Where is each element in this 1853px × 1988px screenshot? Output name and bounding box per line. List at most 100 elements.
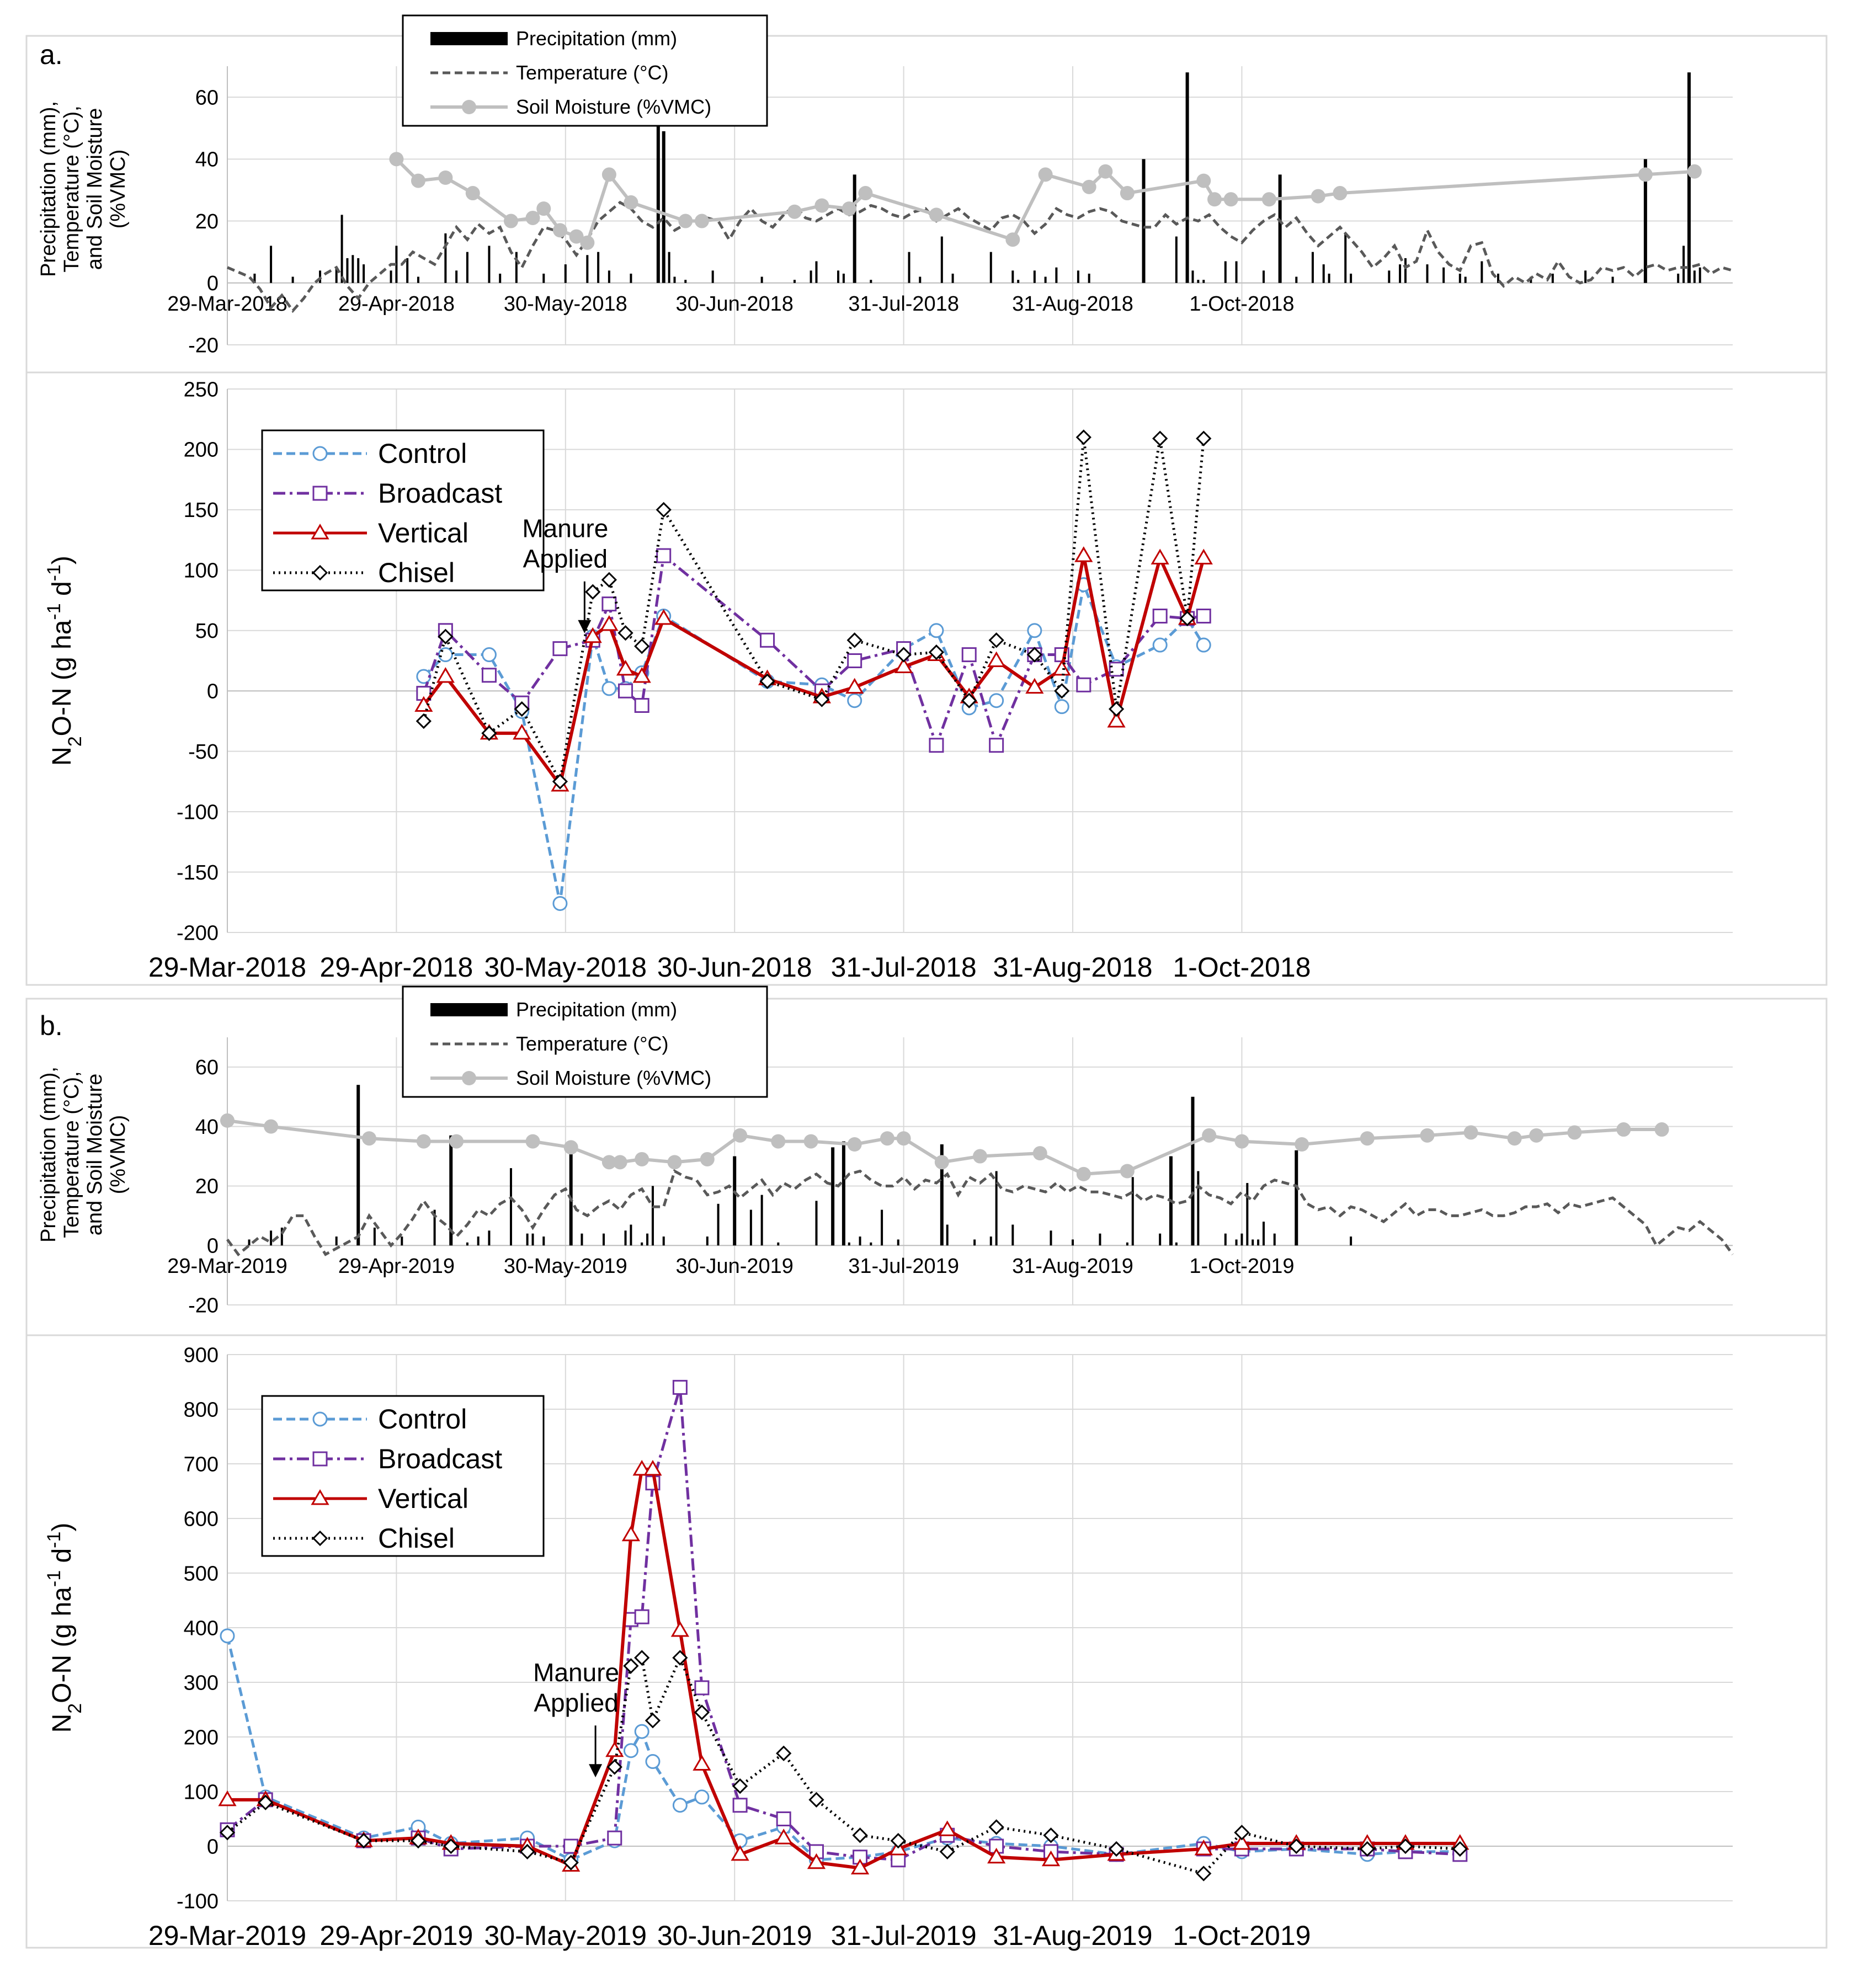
precip-bar xyxy=(340,215,343,283)
legend-label-chisel: Chisel xyxy=(378,557,455,588)
precip-bar xyxy=(870,1242,872,1246)
data-point xyxy=(312,1530,328,1547)
soil-moisture-point xyxy=(264,1119,279,1134)
precip-bar xyxy=(630,273,632,283)
x-tick-label: 31-Aug-2019 xyxy=(993,1920,1152,1951)
data-point xyxy=(1234,1825,1250,1841)
x-tick-label: 31-Aug-2018 xyxy=(1012,292,1133,316)
precip-bar xyxy=(1197,1171,1200,1246)
panel-label: b. xyxy=(40,1010,63,1041)
y-axis-label-part: O-N (g ha xyxy=(47,1587,77,1703)
data-point xyxy=(616,659,635,676)
precip-bar xyxy=(1551,273,1554,283)
precip-bar xyxy=(989,1236,992,1246)
y-axis-label-part: -1 xyxy=(44,1570,65,1587)
precip-bar xyxy=(837,270,840,283)
y-tick-label: 700 xyxy=(184,1453,219,1476)
y-tick-label: 200 xyxy=(184,439,219,462)
precip-bar xyxy=(1191,1096,1195,1246)
data-point xyxy=(845,678,864,694)
data-point xyxy=(807,1853,826,1869)
soil-moisture-point xyxy=(803,1134,818,1149)
x-tick-label: 30-May-2019 xyxy=(504,1255,627,1278)
precip-bar xyxy=(1399,264,1402,283)
data-point xyxy=(672,1798,688,1813)
soil-moisture-point xyxy=(700,1152,715,1166)
precip-bar xyxy=(509,1168,512,1246)
x-tick-label: 29-Mar-2018 xyxy=(167,292,287,316)
data-point xyxy=(311,1489,329,1505)
soil-moisture-point xyxy=(1654,1122,1669,1137)
data-point xyxy=(814,691,830,707)
y-tick-label: 800 xyxy=(184,1398,219,1421)
annotation-arrow-head xyxy=(589,1764,603,1778)
precip-bar xyxy=(1033,270,1036,283)
precip-bar xyxy=(1159,1233,1162,1246)
data-point xyxy=(552,896,568,911)
series-chisel xyxy=(219,1650,1468,1882)
precip-bar xyxy=(433,1209,436,1246)
precip-bar xyxy=(1350,273,1353,283)
soil-moisture-point xyxy=(678,214,693,228)
data-point xyxy=(656,502,672,518)
y-tick-label: 900 xyxy=(184,1344,219,1367)
data-point xyxy=(1054,683,1070,699)
y-tick-label: 40 xyxy=(195,148,219,172)
y-tick-label: 250 xyxy=(184,378,219,401)
soil-moisture-point xyxy=(1076,1166,1091,1181)
temperature-line xyxy=(226,1169,1734,1256)
soil-moisture-point xyxy=(624,195,638,210)
y-tick-label: -20 xyxy=(188,334,219,357)
soil-moisture-point xyxy=(1507,1131,1522,1146)
data-point xyxy=(693,1755,711,1771)
y-tick-label: -50 xyxy=(188,740,219,764)
precip-bar xyxy=(1246,1183,1249,1246)
precip-bar xyxy=(1693,270,1696,283)
data-point xyxy=(643,1459,662,1476)
y-axis-label-line: Precipitation (mm), xyxy=(37,101,60,277)
precip-bar xyxy=(1131,1177,1134,1246)
data-point xyxy=(988,632,1004,648)
legend: Precipitation (mm) Temperature (°C) Soil M… xyxy=(402,14,768,127)
precip-bar xyxy=(395,246,398,283)
data-point xyxy=(929,623,944,638)
precip-bar xyxy=(280,1227,283,1246)
data-point xyxy=(1452,1841,1468,1857)
data-point xyxy=(1179,610,1195,627)
data-point xyxy=(312,1451,328,1467)
soil-moisture-point xyxy=(1082,179,1096,194)
data-point xyxy=(1054,699,1069,715)
precip-bar xyxy=(1677,273,1680,283)
precip-bar xyxy=(646,1233,649,1246)
x-tick-label: 30-May-2018 xyxy=(504,292,627,316)
data-point xyxy=(672,1650,688,1666)
soil-moisture-point xyxy=(771,1134,786,1149)
data-point xyxy=(645,1754,661,1770)
precip-bar xyxy=(1458,273,1461,283)
data-point xyxy=(1196,637,1211,653)
y-tick-label: 400 xyxy=(184,1617,219,1640)
precip-bar xyxy=(270,246,273,283)
soil-moisture-point xyxy=(814,198,829,213)
precip-bar xyxy=(417,276,419,283)
data-point xyxy=(634,1609,649,1624)
data-point xyxy=(1194,548,1213,564)
data-point xyxy=(890,1832,906,1849)
soil-moisture-point xyxy=(1420,1128,1435,1143)
y-axis-label-line: (%VMC) xyxy=(107,1115,130,1195)
soil-moisture-point xyxy=(1638,167,1653,182)
precip-bar xyxy=(488,1230,491,1246)
y-tick-label: -150 xyxy=(177,861,219,884)
precip-bar xyxy=(1481,261,1483,283)
precip-bar xyxy=(455,270,458,283)
x-tick-label: 1-Oct-2018 xyxy=(1173,952,1311,983)
soil-moisture-point xyxy=(787,204,802,219)
data-point xyxy=(1108,1841,1125,1857)
series-control xyxy=(416,577,1211,911)
precip-bar xyxy=(711,270,714,283)
precip-bar xyxy=(1295,1150,1298,1246)
panel-label: a. xyxy=(40,39,63,70)
precip-bar xyxy=(1262,270,1265,283)
y-tick-label: 20 xyxy=(195,210,219,233)
soil-moisture-point xyxy=(465,186,480,201)
